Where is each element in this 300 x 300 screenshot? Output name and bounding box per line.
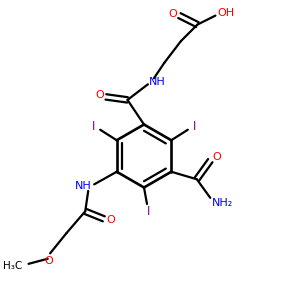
Text: O: O [95, 90, 104, 100]
Text: O: O [106, 215, 115, 225]
Text: NH: NH [149, 77, 166, 87]
Text: O: O [212, 152, 221, 162]
Text: I: I [147, 205, 150, 218]
Text: H₃C: H₃C [3, 261, 22, 271]
Text: O: O [168, 9, 177, 19]
Text: OH: OH [217, 8, 235, 18]
Text: NH: NH [75, 181, 92, 191]
Text: I: I [193, 120, 196, 133]
Text: I: I [92, 120, 95, 133]
Text: NH₂: NH₂ [212, 198, 233, 208]
Text: O: O [44, 256, 53, 266]
